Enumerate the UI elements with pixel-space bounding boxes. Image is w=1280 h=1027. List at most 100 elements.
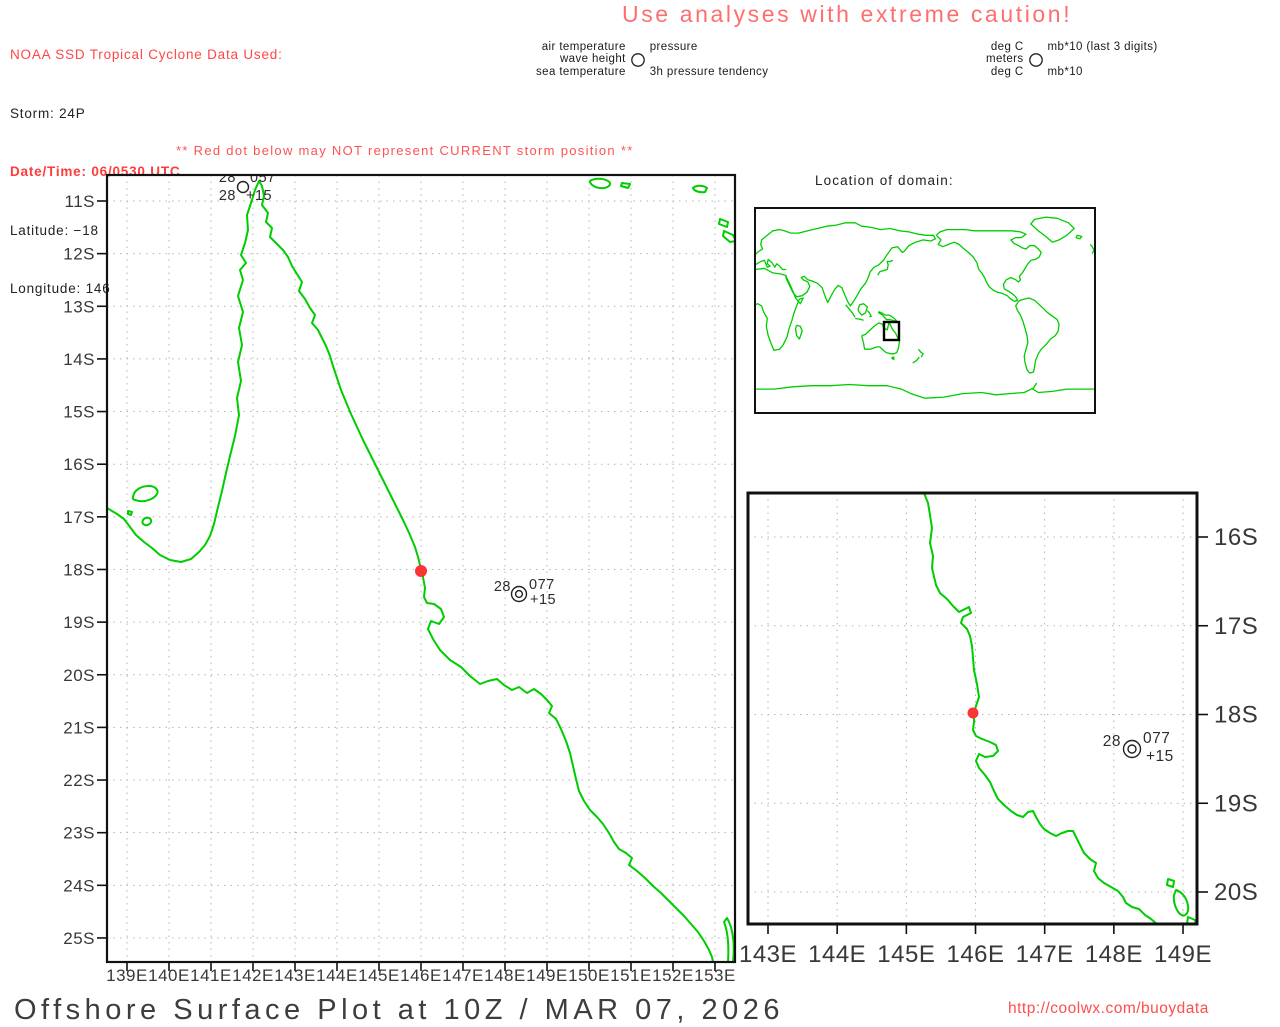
legend-sea-temp-label: sea temperature <box>536 65 626 78</box>
svg-text:144E: 144E <box>316 966 358 985</box>
legend-pressure-unit: mb*10 (last 3 digits) <box>1047 41 1158 53</box>
svg-text:19S: 19S <box>63 613 95 632</box>
svg-text:20S: 20S <box>63 666 95 685</box>
station-sea-temp: 28 <box>219 188 236 204</box>
station-tendency: +15 <box>246 188 272 204</box>
svg-text:145E: 145E <box>877 941 935 968</box>
svg-text:146E: 146E <box>946 941 1004 968</box>
svg-text:148E: 148E <box>484 966 526 985</box>
storm-position-dot-zoom <box>967 707 979 719</box>
svg-text:150E: 150E <box>568 966 610 985</box>
svg-text:16S: 16S <box>1214 524 1258 551</box>
svg-text:19S: 19S <box>1214 790 1258 817</box>
svg-text:12S: 12S <box>63 245 95 264</box>
main-map: 28 057 28 +15 28 077 +15 139E 140E 141E 142… <box>63 170 737 985</box>
legend-air-temp-unit: deg C <box>990 41 1024 53</box>
small-island <box>141 516 153 527</box>
legend-wave-height-unit: meters <box>986 53 1024 66</box>
zoom-map: 28 077 +15 143E 144E 145E 146E 147E 148E 149E1… <box>739 491 1258 968</box>
legend-pressure-label: pressure <box>649 41 698 53</box>
svg-text:14S: 14S <box>63 350 95 369</box>
torres-islands <box>589 177 708 194</box>
svg-text:17S: 17S <box>63 508 95 527</box>
svg-text:140E: 140E <box>148 966 190 985</box>
svg-text:143E: 143E <box>739 941 797 968</box>
main-map-axes: 139E 140E 141E 142E 143E 144E 145E 146E 147E 148E… <box>63 192 735 985</box>
svg-text:18S: 18S <box>1214 702 1258 729</box>
svg-text:15S: 15S <box>63 403 95 422</box>
station-pressure: 077 <box>529 577 555 593</box>
svg-text:152E: 152E <box>652 966 694 985</box>
legend-air-temp-label: air temperature <box>541 41 626 53</box>
station-model-legend-units: deg C meters deg C mb*10 (last 3 digits)… <box>986 41 1158 78</box>
svg-text:147E: 147E <box>1016 941 1074 968</box>
legend-left-units: deg C meters deg C <box>986 41 1024 78</box>
zoom-map-axes: 143E 144E 145E 146E 147E 148E 149E 16S 17S 18S 19S… <box>739 524 1258 968</box>
legend-spacer <box>650 53 769 65</box>
svg-text:21S: 21S <box>63 718 95 737</box>
svg-text:151E: 151E <box>610 966 652 985</box>
zoom-map-coastline <box>923 493 1197 924</box>
world-inset-map <box>754 207 1096 414</box>
legend-spacer <box>1048 53 1158 65</box>
station-air-temp: 28 <box>1103 733 1121 750</box>
main-map-coastline <box>107 177 735 962</box>
storm-position-dot <box>415 565 427 577</box>
station-pressure: 077 <box>1143 730 1170 747</box>
mornington-island <box>131 485 159 503</box>
legend-left-labels: air temperature wave height sea temperat… <box>536 41 626 78</box>
domain-location-box <box>882 320 901 342</box>
station-pressure: 057 <box>250 170 276 186</box>
cyclone-storm: Storm: 24P <box>10 105 86 121</box>
zoom-map-gridlines <box>748 493 1197 924</box>
svg-text:22S: 22S <box>63 771 95 790</box>
svg-text:13S: 13S <box>63 297 95 316</box>
station-air-temp: 28 <box>219 170 236 186</box>
legend-sea-temp-unit: deg C <box>990 65 1024 78</box>
svg-text:149E: 149E <box>526 966 568 985</box>
svg-text:144E: 144E <box>808 941 866 968</box>
offshore-islands <box>1166 878 1197 924</box>
svg-text:143E: 143E <box>274 966 316 985</box>
svg-text:23S: 23S <box>63 824 95 843</box>
legend-right-labels: pressure 3h pressure tendency <box>650 41 769 78</box>
legend-tendency-unit: mb*10 <box>1047 65 1083 78</box>
inset-map-title: Location of domain: <box>815 173 954 188</box>
station-tendency: +15 <box>530 592 556 608</box>
svg-text:139E: 139E <box>106 966 148 985</box>
cyclone-info-title: NOAA SSD Tropical Cyclone Data Used: <box>10 47 283 62</box>
legend-right-units: mb*10 (last 3 digits) mb*10 <box>1048 41 1158 78</box>
svg-text:149E: 149E <box>1154 941 1212 968</box>
station-air-temp: 28 <box>494 579 511 595</box>
cyclone-info-block: NOAA SSD Tropical Cyclone Data Used: Sto… <box>10 6 283 338</box>
caution-banner: Use analyses with extreme caution! <box>622 1 1073 27</box>
svg-text:20S: 20S <box>1214 879 1258 906</box>
svg-text:148E: 148E <box>1085 941 1143 968</box>
fraser-island <box>723 917 735 962</box>
station-plot-offshore-zoom: 28 077 +15 <box>1103 730 1174 765</box>
storm-position-warning: ** Red dot below may NOT represent CURRE… <box>176 143 634 158</box>
svg-text:11S: 11S <box>65 192 96 211</box>
station-circle-icon <box>1028 52 1043 67</box>
main-map-gridlines <box>107 175 735 962</box>
legend-wave-height-label: wave height <box>559 53 626 66</box>
svg-text:24S: 24S <box>63 876 95 895</box>
svg-text:146E: 146E <box>400 966 442 985</box>
svg-text:25S: 25S <box>63 929 95 948</box>
svg-text:16S: 16S <box>63 455 95 474</box>
station-circle-icon <box>630 52 645 67</box>
station-plot-gulf: 28 057 28 +15 <box>219 170 276 204</box>
source-url: http://coolwx.com/buoydata <box>1008 1000 1209 1017</box>
world-coastlines <box>755 216 1095 399</box>
svg-text:141E: 141E <box>190 966 232 985</box>
svg-text:18S: 18S <box>63 560 95 579</box>
svg-text:17S: 17S <box>1214 613 1258 640</box>
legend-tendency-label: 3h pressure tendency <box>649 65 769 78</box>
station-plot-offshore: 28 077 +15 <box>494 577 556 608</box>
cyclone-longitude: Longitude: 146 <box>10 281 111 296</box>
svg-text:145E: 145E <box>358 966 400 985</box>
cyclone-latitude: Latitude: −18 <box>10 222 99 238</box>
svg-text:147E: 147E <box>442 966 484 985</box>
station-model-legend-labels: air temperature wave height sea temperat… <box>536 41 768 78</box>
